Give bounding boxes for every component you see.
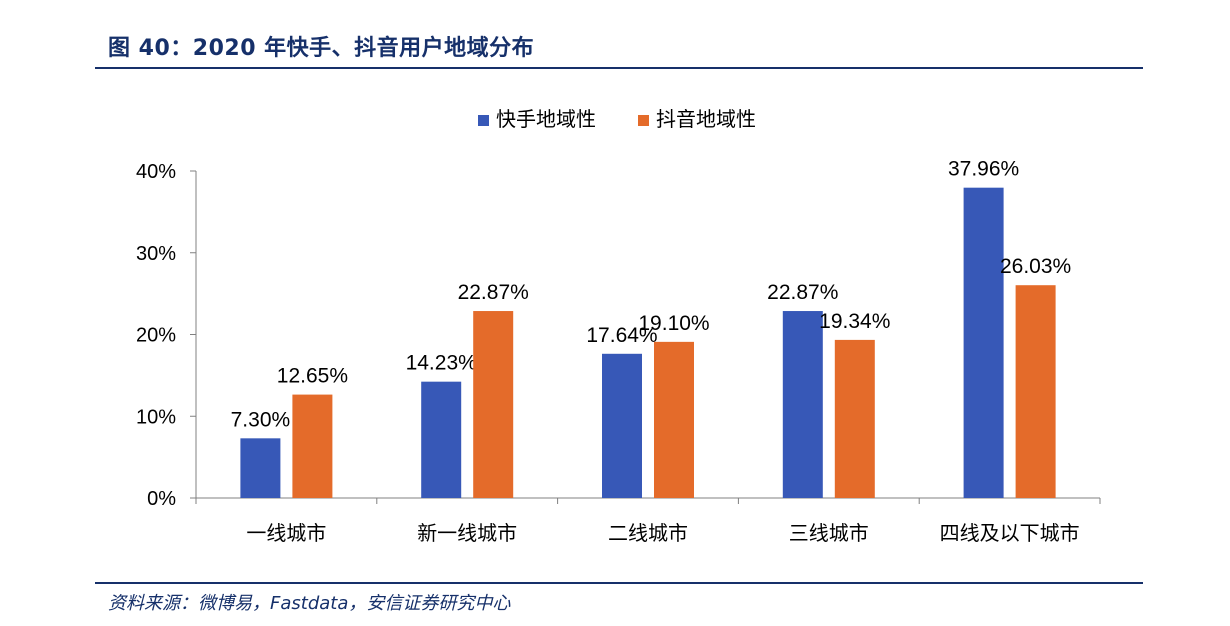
data-label: 26.03% [1000,255,1071,278]
x-category-label: 一线城市 [246,521,326,545]
y-tick-label: 40% [136,161,176,183]
bar-douyin [834,339,875,498]
y-tick-label: 20% [136,325,176,347]
data-label: 7.30% [231,408,291,431]
legend-label: 快手地域性 [496,107,596,131]
bar-douyin [654,341,694,498]
bar-kuaishou [421,381,462,498]
bar-douyin [1015,285,1056,498]
y-tick-label: 0% [147,488,176,510]
x-category-label: 三线城市 [789,521,869,545]
bar-kuaishou [963,187,1004,498]
data-label: 19.34% [819,310,890,333]
bar-douyin [292,394,333,498]
figure-title: 图 40：2020 年快手、抖音用户地域分布 [108,36,535,61]
legend-swatch [478,115,489,126]
x-category-label: 二线城市 [608,521,688,545]
x-category-label: 新一线城市 [417,521,517,545]
bar-douyin [473,311,514,498]
bar-kuaishou [240,438,281,498]
data-label: 19.10% [638,312,709,335]
bar-kuaishou [602,353,642,498]
data-label: 22.87% [767,281,838,304]
source-rule [95,582,1143,584]
legend-swatch [638,115,649,126]
title-rule [95,67,1143,69]
data-label: 22.87% [458,281,529,304]
y-tick-label: 30% [136,243,176,265]
y-tick-label: 10% [136,406,176,428]
data-label: 37.96% [948,158,1019,181]
data-label: 17.64% [586,324,657,347]
bar-kuaishou [782,311,823,498]
data-label: 12.65% [277,365,348,388]
data-label: 14.23% [406,352,477,375]
x-category-label: 四线及以下城市 [940,521,1080,545]
source-note: 资料来源：微博易，Fastdata，安信证券研究中心 [108,593,511,614]
legend-label: 抖音地域性 [656,107,756,131]
